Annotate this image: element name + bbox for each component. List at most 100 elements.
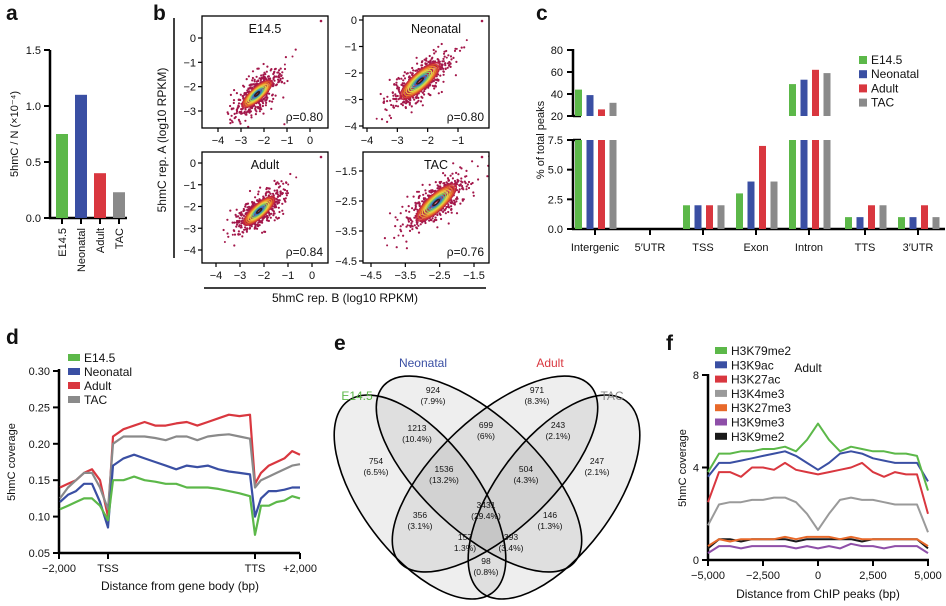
e-region-count: 1536 <box>435 464 454 474</box>
b-point <box>259 186 262 189</box>
b-point <box>403 82 406 85</box>
c-bar-adult <box>921 205 928 229</box>
b-point <box>247 205 251 208</box>
b-point <box>392 106 395 109</box>
c-bar-adult <box>706 205 713 229</box>
b-point <box>399 225 402 228</box>
b-point <box>282 212 285 215</box>
d-y-axis-label: 5hmC coverage <box>6 423 18 501</box>
a-x-tick-label: TAC <box>114 228 126 249</box>
b-x-tick-label: −4 <box>210 270 223 282</box>
b-point <box>395 78 398 81</box>
b-point <box>241 217 244 220</box>
b-point <box>466 183 469 186</box>
b-point <box>417 202 420 205</box>
b-x-tick-label: −3.5 <box>394 270 416 282</box>
b-point <box>419 223 422 226</box>
b-point <box>450 211 453 214</box>
b-point <box>415 202 418 205</box>
b-point <box>281 77 284 80</box>
b-point <box>418 204 421 208</box>
b-density-contour <box>428 194 445 211</box>
c-bar-neonatal <box>747 181 755 229</box>
b-point <box>226 218 229 221</box>
b-point <box>410 111 413 114</box>
b-point <box>245 230 248 233</box>
b-points <box>223 19 323 128</box>
b-point <box>452 56 455 60</box>
f-legend-swatch <box>715 418 727 426</box>
b-density-contour <box>430 196 443 209</box>
b-point <box>263 97 266 100</box>
b-point <box>256 199 259 202</box>
c-bar-e14-5 <box>845 217 852 229</box>
b-x-tick-label: 0 <box>309 270 315 282</box>
d-legend-swatch <box>68 396 80 403</box>
b-point <box>434 85 437 88</box>
b-point <box>278 69 281 72</box>
b-point <box>240 112 243 115</box>
b-point <box>397 234 400 237</box>
a-y-tick-label: 0.5 <box>26 157 41 169</box>
b-point <box>437 58 440 62</box>
b-point <box>454 74 457 77</box>
b-point <box>436 213 439 217</box>
b-point <box>241 95 244 98</box>
b-point <box>233 244 236 247</box>
b-density-contour <box>403 65 437 97</box>
b-point <box>262 62 265 66</box>
b-point <box>449 65 452 68</box>
b-point <box>388 78 391 81</box>
b-point <box>265 101 268 104</box>
b-density-contour <box>254 206 265 216</box>
b-point <box>256 223 259 226</box>
b-point <box>243 209 246 212</box>
c-legend-label: Adult <box>871 81 899 95</box>
e-region-percent: (1.3%) <box>537 521 562 531</box>
b-point <box>237 102 241 105</box>
b-y-tick-label: −2 <box>183 82 196 94</box>
b-point <box>455 171 458 174</box>
b-point <box>282 96 285 99</box>
f-line-h3k27me3 <box>707 535 929 547</box>
f-legend-label: H3K27ac <box>731 373 780 387</box>
b-x-tick-label: −3 <box>234 270 247 282</box>
b-point <box>453 203 456 206</box>
b-point <box>229 122 232 125</box>
b-point <box>238 120 241 123</box>
b-density-contour <box>242 195 276 227</box>
b-point <box>421 104 424 107</box>
e-region-percent: (6%) <box>477 431 495 441</box>
c-bar-upper-tac <box>609 102 617 116</box>
b-point <box>420 64 423 67</box>
b-point <box>444 67 447 70</box>
b-point <box>405 240 408 243</box>
b-point <box>262 112 265 115</box>
b-point <box>443 55 446 58</box>
f-legend-swatch <box>715 361 727 369</box>
b-point <box>248 189 252 193</box>
b-point <box>465 188 468 191</box>
b-y-axis-label: 5hmC rep. A (log10 RPKM) <box>155 68 169 213</box>
c-bar-tac <box>717 205 725 229</box>
c-bar-upper-e14-5 <box>575 89 582 116</box>
e-region-count: 924 <box>426 385 440 395</box>
b-point <box>380 118 384 121</box>
b-point <box>276 71 279 74</box>
b-point <box>441 66 444 69</box>
b-point <box>270 212 273 215</box>
f-legend-swatch <box>715 432 727 440</box>
c-y-tick-label: 7.5 <box>548 135 563 147</box>
b-point <box>232 229 235 232</box>
b-point <box>272 212 275 215</box>
c-bar-tac <box>770 181 778 229</box>
b-point <box>436 187 439 190</box>
b-point <box>472 191 475 194</box>
b-point <box>421 200 424 203</box>
b-point <box>465 169 468 172</box>
e-ellipse-e14-5 <box>333 394 507 600</box>
b-point <box>261 231 264 234</box>
b-subplot-frame <box>362 15 490 129</box>
b-point <box>277 206 280 209</box>
b-y-tick-label: −1.5 <box>335 166 357 178</box>
